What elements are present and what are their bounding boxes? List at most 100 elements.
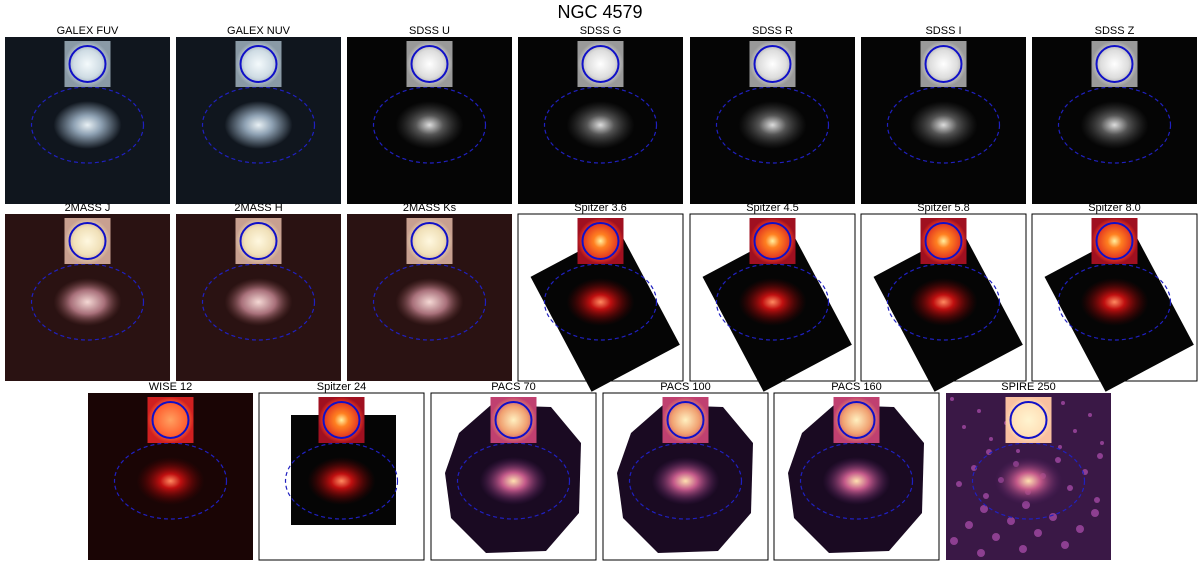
inset-aperture (753, 222, 792, 260)
inset-aperture (151, 401, 190, 439)
inset-aperture (239, 222, 278, 260)
zoom-inset (406, 41, 453, 87)
aperture-ellipse (886, 86, 1001, 164)
aperture-ellipse (1057, 263, 1172, 341)
aperture-ellipse (543, 263, 658, 341)
inset-aperture (410, 45, 449, 83)
aperture-ellipse (628, 442, 743, 520)
aperture-ellipse (284, 442, 399, 520)
emission-speck (1097, 453, 1103, 459)
emission-speck (1019, 545, 1027, 553)
zoom-inset (147, 397, 194, 443)
galaxy (566, 101, 635, 149)
panel: Spitzer 8.0 (1031, 202, 1198, 392)
inset-aperture (837, 401, 876, 439)
aperture-ellipse (201, 86, 316, 164)
zoom-inset (662, 397, 709, 443)
emission-speck (1016, 449, 1020, 453)
galaxy (566, 278, 635, 326)
panel-label: Spitzer 5.8 (917, 202, 970, 214)
emission-speck (977, 409, 981, 413)
galaxy (224, 101, 293, 149)
aperture-ellipse (456, 442, 571, 520)
inset-aperture (322, 401, 361, 439)
panel: Spitzer 3.6 (517, 202, 684, 392)
panel: GALEX NUV (176, 25, 341, 204)
zoom-inset (64, 41, 111, 87)
emission-speck (1091, 509, 1099, 517)
panel: 2MASS H (176, 202, 341, 381)
aperture-ellipse (886, 263, 1001, 341)
inset-aperture (68, 222, 107, 260)
aperture-ellipse (372, 263, 487, 341)
panel-label: PACS 70 (491, 381, 535, 393)
emission-speck (950, 397, 954, 401)
emission-speck (1088, 413, 1092, 417)
inset-aperture (494, 401, 533, 439)
panel: Spitzer 24 (258, 381, 425, 561)
galaxy (395, 101, 464, 149)
galaxy (1080, 101, 1149, 149)
panel-label: GALEX FUV (57, 25, 119, 37)
aperture-ellipse (201, 263, 316, 341)
aperture-ellipse (1057, 86, 1172, 164)
panel-label: SDSS G (580, 25, 622, 37)
zoom-inset (833, 397, 880, 443)
emission-speck (1058, 445, 1062, 449)
panel-label: Spitzer 3.6 (574, 202, 627, 214)
galaxy (994, 457, 1063, 505)
galaxy (822, 457, 891, 505)
panel-label: 2MASS J (65, 202, 111, 214)
zoom-inset (406, 218, 453, 264)
emission-speck (1034, 529, 1042, 537)
panel-label: Spitzer 4.5 (746, 202, 799, 214)
panel: PACS 160 (773, 381, 940, 561)
zoom-inset (235, 41, 282, 87)
panel: SDSS I (861, 25, 1026, 204)
panel-label: GALEX NUV (227, 25, 291, 37)
inset-aperture (410, 222, 449, 260)
emission-speck (983, 493, 989, 499)
panel: SDSS U (347, 25, 512, 204)
galaxy (738, 101, 807, 149)
panel-label: 2MASS H (234, 202, 282, 214)
galaxy (651, 457, 720, 505)
emission-speck (962, 425, 966, 429)
galaxy (136, 457, 205, 505)
emission-speck (1055, 457, 1061, 463)
emission-speck (1007, 517, 1015, 525)
galaxy (479, 457, 548, 505)
panel: PACS 70 (430, 381, 597, 561)
zoom-inset (920, 41, 967, 87)
emission-speck (986, 449, 992, 455)
zoom-inset (318, 397, 365, 443)
inset-aperture (1009, 401, 1048, 439)
panel: SDSS Z (1032, 25, 1197, 204)
galaxy (307, 457, 376, 505)
aperture-ellipse (372, 86, 487, 164)
zoom-inset (577, 218, 624, 264)
panel: 2MASS Ks (347, 202, 512, 381)
panel-label: SDSS I (925, 25, 961, 37)
inset-aperture (581, 222, 620, 260)
aperture-ellipse (30, 86, 145, 164)
galaxy (1080, 278, 1149, 326)
emission-speck (989, 437, 993, 441)
panel: SPIRE 250 (946, 381, 1111, 560)
zoom-inset (1091, 218, 1138, 264)
panel: 2MASS J (5, 202, 170, 381)
inset-aperture (581, 45, 620, 83)
galaxy (53, 101, 122, 149)
galaxy (909, 278, 978, 326)
galaxy (224, 278, 293, 326)
panel-label: Spitzer 24 (317, 381, 367, 393)
panel-label: SPIRE 250 (1001, 381, 1055, 393)
emission-speck (1100, 441, 1104, 445)
inset-aperture (1095, 45, 1134, 83)
panel: GALEX FUV (5, 25, 170, 204)
emission-speck (1094, 497, 1100, 503)
aperture-ellipse (799, 442, 914, 520)
inset-aperture (239, 45, 278, 83)
panel-label: PACS 160 (831, 381, 882, 393)
